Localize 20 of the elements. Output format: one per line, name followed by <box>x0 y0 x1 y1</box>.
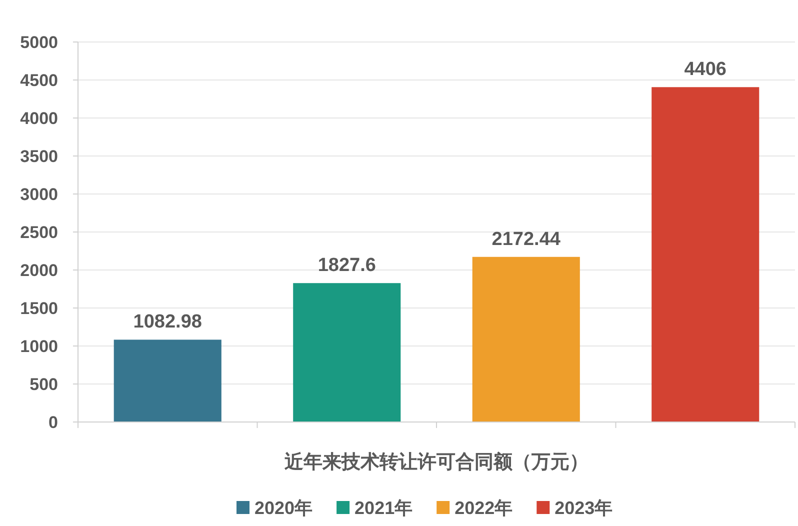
y-tick-label: 4000 <box>20 109 58 128</box>
y-tick-label: 500 <box>30 375 58 394</box>
y-tick-label: 1000 <box>20 337 58 356</box>
legend-label: 2021年 <box>354 498 413 518</box>
y-tick-label: 3000 <box>20 185 58 204</box>
y-tick-label: 0 <box>48 413 58 432</box>
legend-label: 2020年 <box>254 498 313 518</box>
data-label: 2172.44 <box>492 228 561 250</box>
legend-label: 2022年 <box>454 498 513 518</box>
y-tick-label: 1500 <box>20 299 58 318</box>
data-label: 4406 <box>684 59 727 80</box>
legend-label: 2023年 <box>554 498 613 518</box>
y-tick-label: 3500 <box>20 147 58 166</box>
y-tick-label: 4500 <box>20 71 58 90</box>
x-axis-title: 近年来技术转让许可合同额（万元） <box>284 451 588 473</box>
y-tick-label: 2000 <box>20 261 58 280</box>
y-tick-label: 2500 <box>20 223 58 242</box>
data-label: 1082.98 <box>133 312 202 333</box>
data-label: 1827.6 <box>318 255 376 276</box>
y-tick-label: 5000 <box>20 33 58 52</box>
